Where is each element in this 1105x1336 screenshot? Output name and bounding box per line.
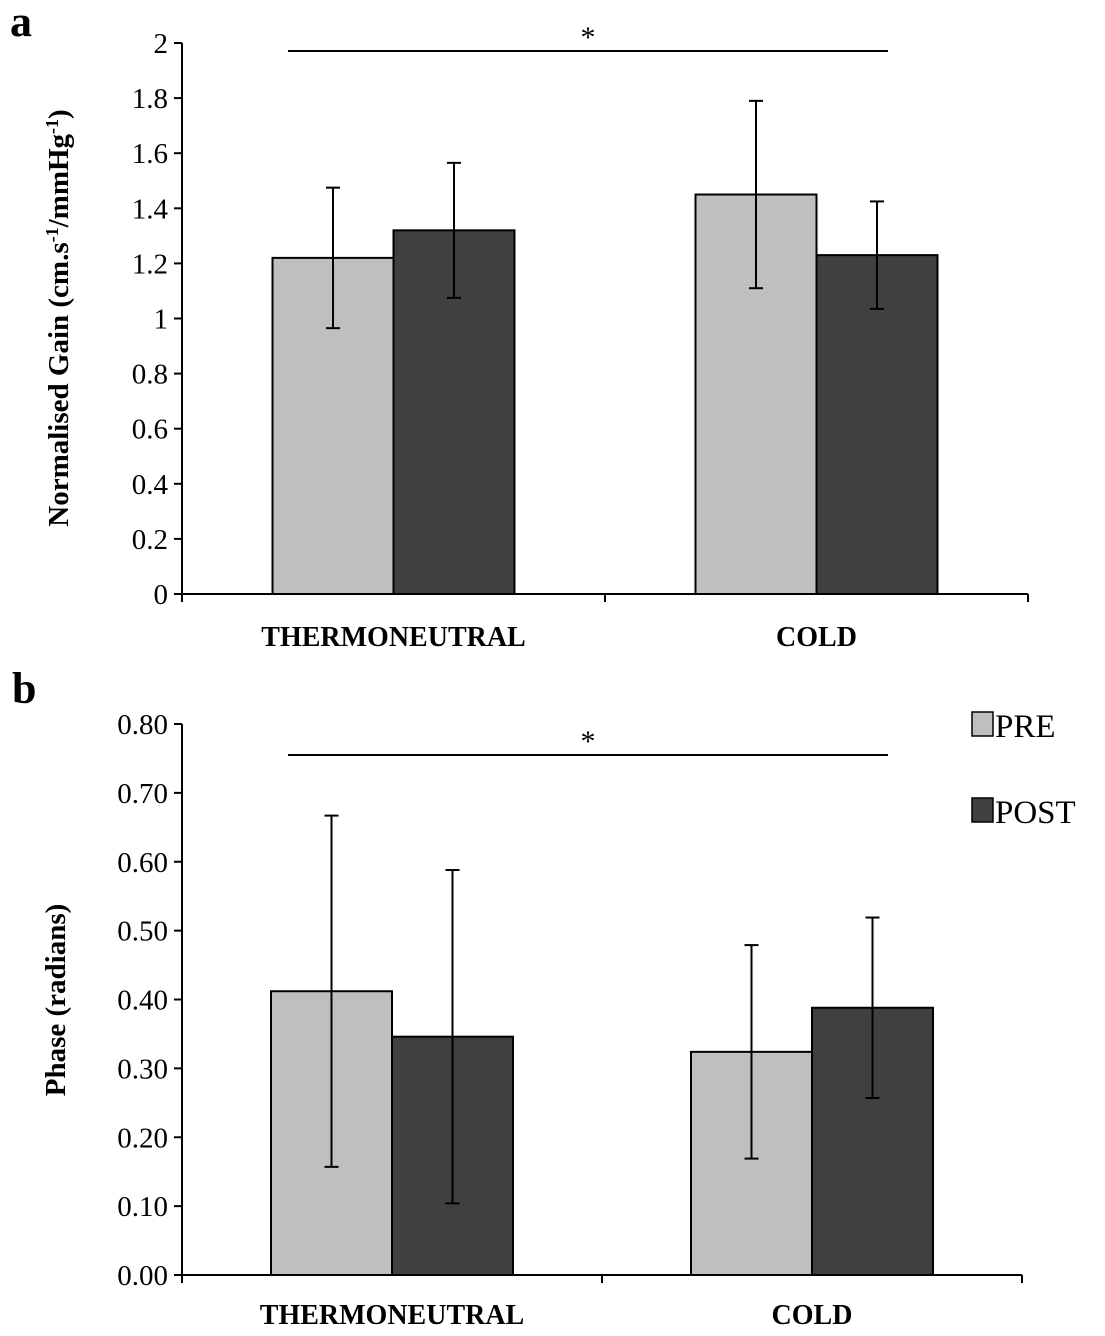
significance-star: *: [581, 725, 596, 758]
y-tick-label: 0.00: [117, 1260, 168, 1292]
y-tick-label: 0.20: [117, 1122, 168, 1154]
y-tick-label: 2: [154, 28, 169, 60]
x-category-label: COLD: [776, 622, 857, 653]
legend-swatch-pre: [971, 711, 994, 737]
y-tick-label: 1.8: [132, 83, 168, 115]
legend: PRE POST: [971, 709, 1076, 831]
bar-post-cold: [815, 254, 939, 595]
x-category-label: COLD: [772, 1300, 853, 1331]
y-tick-label: 0.80: [117, 709, 168, 741]
y-tick-label: 1.2: [132, 248, 168, 280]
y-tick-label: 1: [154, 304, 169, 336]
legend-label-post: POST: [995, 795, 1076, 831]
y-tick-label: 0.60: [117, 847, 168, 879]
legend-label-pre: PRE: [995, 709, 1056, 745]
y-tick-label: 0.8: [132, 359, 168, 391]
y-tick-label: 0.40: [117, 985, 168, 1017]
significance-star: *: [581, 21, 596, 54]
y-tick-label: 0.10: [117, 1191, 168, 1223]
y-tick-label: 0.50: [117, 916, 168, 948]
y-axis-label-b: Phase (radians): [40, 904, 72, 1097]
legend-swatch-post: [971, 797, 994, 823]
y-tick-label: 1.4: [132, 193, 169, 225]
chart-b: 0.00 0.10 0.20 0.30 0.40 0.50 0.60 0.70 0.80 THER…: [117, 709, 1023, 1331]
y-tick-label: 0: [154, 579, 169, 611]
y-tick-label: 0.4: [132, 469, 169, 501]
panel-label-a: a: [10, 0, 32, 46]
y-axis-label-a: Normalised Gain (cm.s-1/mmHg-1): [42, 109, 75, 526]
chart-a: 0 0.2 0.4 0.6 0.8 1 1.2 1.4 1.6 1.8 2 THERMONEUTRAL…: [132, 21, 1029, 653]
y-tick-label: 0.70: [117, 778, 168, 810]
x-category-label: THERMONEUTRAL: [260, 1300, 524, 1331]
y-tick-label: 0.30: [117, 1053, 168, 1085]
y-tick-label: 0.6: [132, 414, 168, 446]
panel-label-b: b: [12, 664, 36, 713]
y-tick-label: 0.2: [132, 524, 168, 556]
y-tick-label: 1.6: [132, 138, 168, 170]
x-category-label: THERMONEUTRAL: [261, 622, 525, 653]
